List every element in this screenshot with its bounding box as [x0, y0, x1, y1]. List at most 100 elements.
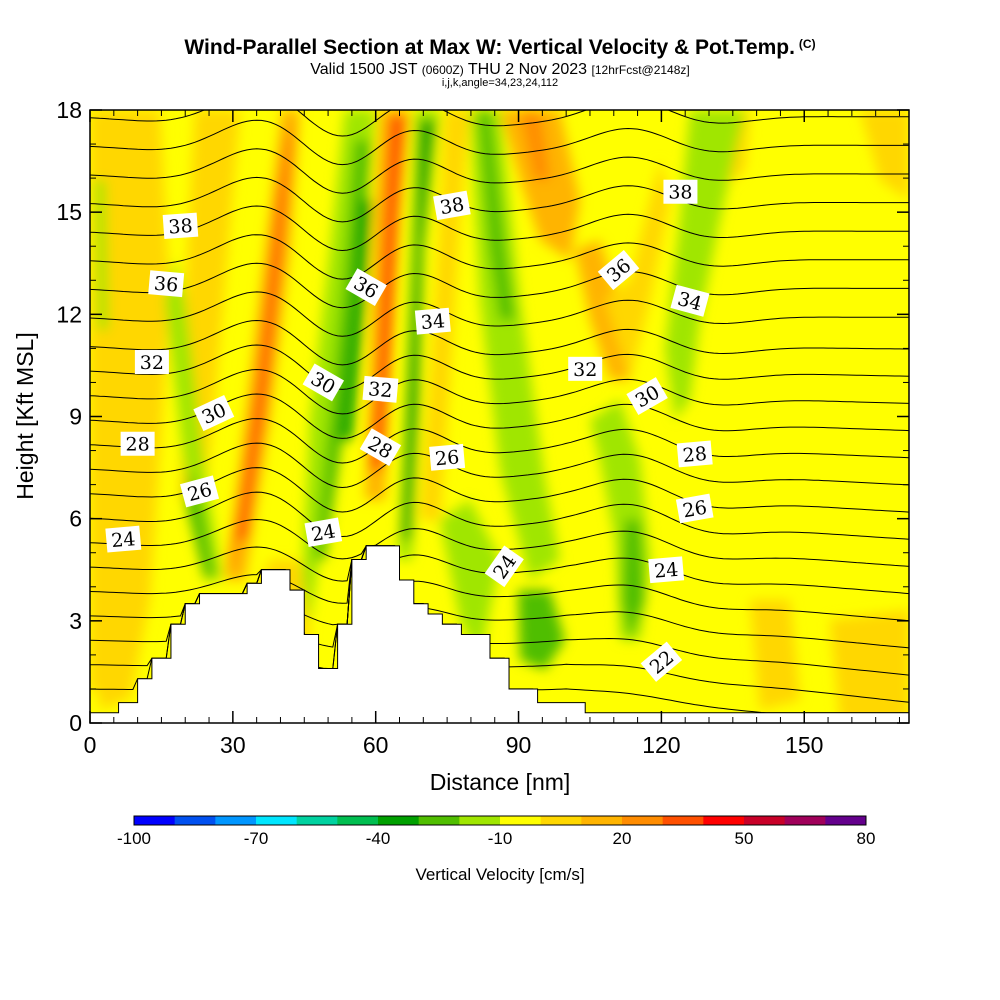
contour-label-text: 38 — [168, 215, 194, 239]
colorbar-tick-label: -70 — [244, 829, 269, 848]
contour-label-bg — [193, 395, 235, 432]
colorbar-label: Vertical Velocity [cm/s] — [415, 865, 584, 884]
colorbar-frame — [133, 815, 867, 826]
theta-contour-line — [90, 63, 909, 107]
contour-label-bg — [179, 475, 220, 508]
contour-label-bg — [663, 179, 698, 204]
contour-label: 24 — [484, 545, 524, 588]
contour-label-bg — [359, 428, 402, 467]
contour-label: 24 — [648, 556, 685, 584]
contour-label: 24 — [304, 517, 343, 548]
theta-contour-line — [90, 368, 909, 415]
y-tick-label: 15 — [56, 199, 82, 225]
contour-label: 38 — [433, 190, 471, 221]
y-tick-label: 0 — [69, 710, 82, 736]
theta-contour-line — [90, 442, 909, 489]
x-tick-label: 0 — [84, 732, 97, 758]
contour-label-text: 34 — [420, 310, 446, 334]
contour-label-bg — [302, 363, 345, 402]
colorbar-swatch — [296, 816, 338, 825]
contour-label: 32 — [568, 356, 603, 381]
contour-label-bg — [429, 443, 466, 471]
contour-label: 38 — [162, 212, 199, 239]
x-tick-label: 60 — [363, 732, 389, 758]
colorbar-tick-label: 20 — [613, 829, 632, 848]
contour-label-bg — [134, 350, 169, 375]
theta-contour-line — [90, 262, 909, 309]
theta-contour-line — [90, 344, 909, 390]
contour-label: 36 — [148, 270, 185, 298]
colorbar-swatch — [540, 816, 582, 825]
theta-contour-line — [90, 418, 909, 464]
y-tick-label: 6 — [69, 506, 82, 532]
theta-contour-line — [90, 148, 909, 194]
contour-label-text: 32 — [573, 359, 597, 381]
colorbar-swatch — [337, 816, 379, 825]
contour-label-text: 28 — [682, 443, 708, 467]
contour-label: 38 — [663, 179, 698, 204]
band-gold-se — [830, 610, 909, 723]
contour-label-text: 26 — [681, 497, 709, 523]
contour-label-bg — [120, 431, 155, 456]
theta-contour-line — [90, 319, 909, 366]
contour-label-bg — [105, 525, 142, 553]
x-tick-label: 150 — [785, 732, 823, 758]
chart-subtitle: Valid 1500 JST (0600Z) THU 2 Nov 2023 [1… — [310, 61, 690, 78]
band-orange-5 — [500, 110, 580, 260]
y-tick-label: 9 — [69, 404, 82, 430]
colorbar-swatch — [500, 816, 542, 825]
band-green-6 — [622, 520, 645, 640]
contour-label-text: 26 — [434, 446, 460, 470]
colorbar-swatch — [459, 816, 501, 825]
band-lime-west — [95, 180, 108, 330]
band-gold-sw — [95, 640, 125, 710]
grid-indices: i,j,k,angle=34,23,24,112 — [441, 77, 559, 89]
contour-label: 26 — [675, 493, 714, 524]
contour-label-bg — [148, 270, 185, 298]
theta-contour-line — [90, 518, 909, 567]
band-red-1 — [236, 135, 292, 540]
contour-label: 32 — [134, 350, 169, 375]
contour-label-text: 38 — [438, 193, 466, 219]
contour-label-text: 24 — [310, 520, 338, 546]
contour-label-bg — [433, 190, 471, 221]
contour-label-text: 38 — [668, 182, 692, 204]
y-tick-label: 18 — [56, 97, 82, 123]
contour-label-bg — [648, 556, 685, 584]
colorbar-swatch — [378, 816, 420, 825]
contour-label-bg — [626, 377, 668, 415]
band-gold-8 — [750, 600, 800, 710]
contour-label: 24 — [105, 525, 142, 553]
theta-contour-line — [90, 119, 909, 166]
theta-contour-line — [90, 234, 909, 280]
contour-label-text: 24 — [653, 559, 679, 583]
contour-label: 28 — [120, 431, 155, 456]
y-tick-label: 12 — [56, 301, 82, 327]
theta-contour-line — [90, 491, 909, 540]
contour-label-bg — [362, 375, 399, 403]
band-orange-5b — [520, 110, 550, 180]
theta-contour-line — [90, 176, 909, 223]
colorbar-swatch — [662, 816, 704, 825]
contour-label-bg — [597, 249, 640, 291]
colorbar-swatch — [134, 816, 176, 825]
y-tick-label: 3 — [69, 608, 82, 634]
contour-label-text: 28 — [126, 434, 150, 456]
contour-label: 32 — [362, 375, 399, 403]
x-axis-label: Distance [nm] — [430, 769, 571, 795]
contour-label-bg — [414, 307, 451, 335]
contour-label-bg — [345, 268, 387, 306]
band-gold-west — [90, 110, 170, 700]
colorbar-swatch — [174, 816, 216, 825]
copyright-mark: (C) — [798, 37, 816, 51]
contour-label-text: 36 — [153, 273, 179, 297]
contour-label: 26 — [179, 475, 220, 508]
colorbar-swatch — [215, 816, 257, 825]
contour-label: 28 — [676, 440, 713, 468]
band-green-2 — [315, 140, 370, 560]
band-gold-7 — [605, 160, 670, 380]
colorbar-swatch — [744, 816, 786, 825]
